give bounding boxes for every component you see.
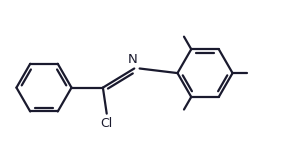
Text: N: N <box>128 53 138 66</box>
Text: Cl: Cl <box>101 117 113 130</box>
